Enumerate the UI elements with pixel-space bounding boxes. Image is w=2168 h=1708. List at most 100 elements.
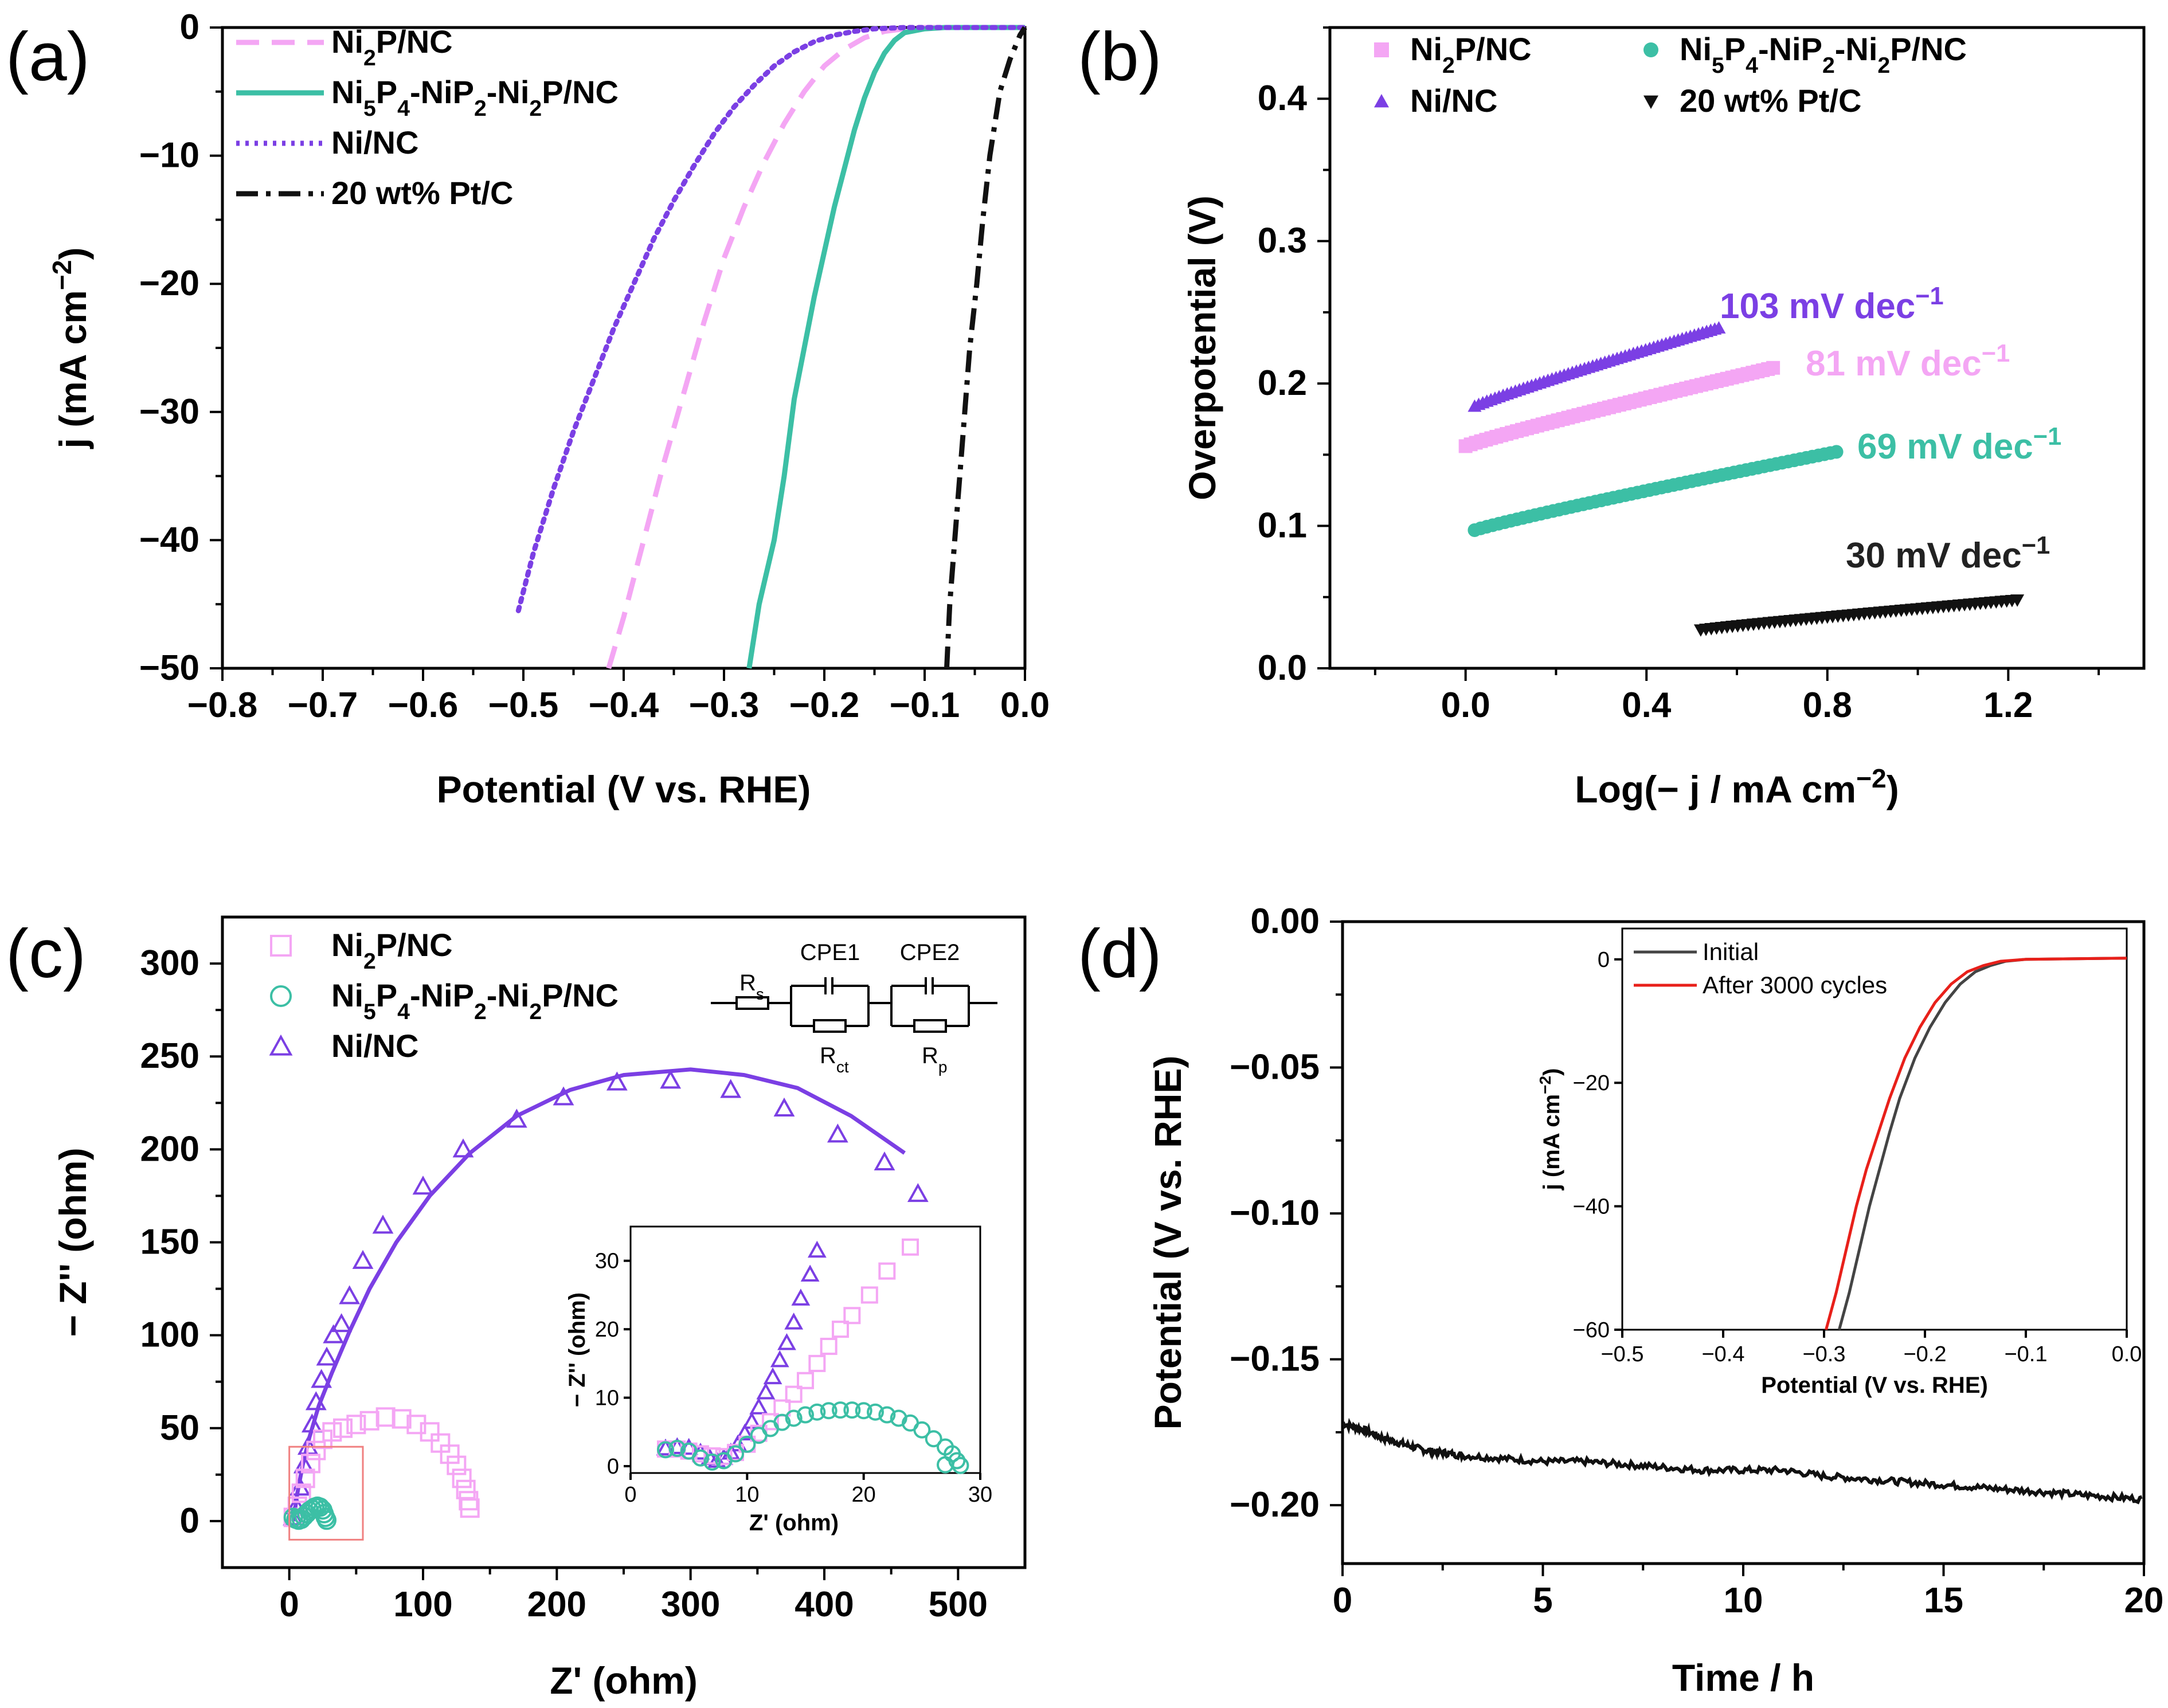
panel-c-inset-point <box>913 1421 931 1439</box>
panel-c-point <box>331 1313 353 1333</box>
panel-c-point <box>339 1285 361 1304</box>
panel-d-inset-xtick-label: −0.2 <box>1903 1342 1946 1366</box>
panel-c-point <box>907 1183 929 1202</box>
panel-b-tafel-label-2: 103 mV dec−1 <box>1720 283 1944 326</box>
panel-c-inset-point <box>855 1402 872 1420</box>
panel-b-xtick-label: 0.4 <box>1622 685 1672 725</box>
panel-c-inset-xtick-label: 10 <box>735 1483 759 1507</box>
panel-c-point <box>412 1176 434 1195</box>
panel-c-point <box>440 1444 460 1464</box>
panel-c-point <box>375 1407 396 1427</box>
panel-c-inset-point <box>784 1313 804 1330</box>
panel-c-xtick-label: 500 <box>929 1585 988 1624</box>
panel-c-xtick-label: 300 <box>661 1585 720 1624</box>
panel-c-ytick-label: 50 <box>160 1408 199 1448</box>
panel-c-inset-point <box>878 1262 896 1280</box>
circuit-rct-resistor <box>813 1019 847 1033</box>
panel-c-point <box>311 1369 332 1388</box>
panel-c-point <box>720 1079 742 1098</box>
panel-c-inset-ytick-label: 10 <box>595 1386 619 1411</box>
circuit-label-rp: Rp <box>922 1043 947 1076</box>
panel-c-point <box>447 1455 467 1475</box>
panel-d-ytick-label: −0.05 <box>1230 1048 1320 1087</box>
panel-d-inset-ytick-label: 0 <box>1598 948 1610 972</box>
panel-c-inset-point <box>738 1435 756 1453</box>
panel-d-potential-trace <box>1341 1417 2143 1505</box>
panel-d-x-axis-title: Time / h <box>1672 1656 1814 1699</box>
panel-c-point <box>322 1422 342 1442</box>
panel-c-inset-point <box>785 1385 803 1403</box>
panel-d-inset-ytick-label: −60 <box>1573 1318 1610 1342</box>
panel-a-xtick-label: −0.5 <box>488 685 558 725</box>
panel-d-xtick-label: 0 <box>1333 1581 1352 1620</box>
panel-b-x-axis-title: Log(− j / mA cm−2) <box>1575 763 1899 810</box>
panel-c-point <box>291 1483 311 1503</box>
panel-c-inset-point <box>692 1449 709 1467</box>
panel-c-inset-ytick-label: 0 <box>607 1455 619 1479</box>
panel-c-inset-series-2 <box>657 1401 969 1474</box>
panel-b-legend-label-1: Ni5P4-NiP2-Ni2P/NC <box>1680 31 1967 78</box>
panel-a-series-line-2 <box>515 25 1028 613</box>
panel-label-d: (d) <box>1078 915 1162 992</box>
panel-a-series-line-1 <box>746 25 1025 669</box>
panel-b-tafel-plot: 0.0 0.4 0.8 1.2 0.0 0.1 0.2 0.3 0.4 Log(− j / mA … <box>1181 26 2146 810</box>
panel-d-y-axis-title: Potential (V vs. RHE) <box>1146 1056 1189 1430</box>
panel-c-inset-point <box>773 1413 791 1431</box>
panel-d-ytick-label: 0.00 <box>1250 902 1320 941</box>
panel-c-inset-point <box>797 1406 814 1424</box>
panel-c-xtick-label: 400 <box>795 1585 854 1624</box>
panel-c-xtick-label: 200 <box>527 1585 586 1624</box>
panel-c-inset-point <box>749 1397 769 1415</box>
panel-d-inset-xtick-label: 0.0 <box>2112 1342 2142 1366</box>
panel-c-xtick-label: 0 <box>279 1585 299 1624</box>
panel-a-ytick-label: −50 <box>139 648 199 688</box>
panel-b-ytick-label: 0.1 <box>1258 506 1307 546</box>
panel-a-xtick-label: −0.4 <box>589 685 659 725</box>
circuit-rp-resistor <box>913 1019 947 1033</box>
panel-a-xtick-label: −0.8 <box>187 685 257 725</box>
panel-c-inset-point <box>777 1333 796 1350</box>
panel-b-series-1 <box>1467 445 1844 538</box>
panel-c-inset-point <box>860 1286 878 1304</box>
panel-c-ytick-label: 150 <box>140 1223 199 1262</box>
panel-d-inset-ytick-label: −40 <box>1573 1195 1610 1219</box>
panel-c-inset-point <box>800 1264 820 1282</box>
panel-c-point <box>346 1415 366 1435</box>
panel-c-point <box>316 1346 338 1366</box>
panel-c-equivalent-circuit <box>711 977 997 1033</box>
panel-d-inset-line-1 <box>1825 957 2127 1330</box>
panel-c-legend-marker-2 <box>269 1034 293 1056</box>
panel-c-zoom-box <box>288 1445 364 1541</box>
panel-c-inset-frame <box>629 1225 981 1474</box>
panel-c-inset-point <box>948 1452 966 1470</box>
panel-a-frame <box>221 26 1027 670</box>
panel-b-point <box>2010 594 2025 607</box>
panel-b-ytick-label: 0.2 <box>1258 363 1307 403</box>
panel-a-xtick-label: −0.6 <box>388 685 458 725</box>
panel-b-point <box>1766 361 1780 375</box>
panel-a-legend-label-2: Ni/NC <box>331 124 418 160</box>
panel-b-ytick-label: 0.4 <box>1258 79 1308 118</box>
panel-b-xtick-label: 0.0 <box>1441 685 1490 725</box>
panel-c-inset-point <box>668 1440 686 1457</box>
panel-c-inset-point <box>843 1307 861 1325</box>
panel-c-inset-point <box>808 1354 826 1372</box>
panel-c-point <box>420 1422 440 1442</box>
circuit-label-rs: Rs <box>739 970 764 1003</box>
panel-c-inset-xtick-label: 30 <box>968 1483 992 1507</box>
panel-c-inset-point <box>807 1240 827 1258</box>
panel-d-xtick-label: 5 <box>1533 1581 1552 1620</box>
panel-c-inset-point <box>762 1413 779 1431</box>
panel-c-point <box>392 1409 412 1429</box>
panel-c-point <box>773 1097 795 1117</box>
panel-c-point <box>553 1086 574 1106</box>
panel-c-inset-point <box>727 1445 744 1463</box>
panel-c-point <box>301 1454 320 1474</box>
panel-c-ytick-label: 250 <box>140 1036 199 1076</box>
panel-c-xtick-label: 100 <box>393 1585 452 1624</box>
panel-c-point <box>506 1108 527 1128</box>
panel-c-x-axis-title: Z' (ohm) <box>550 1659 698 1702</box>
panel-c-inset-point <box>843 1401 861 1419</box>
panel-c-point <box>660 1070 682 1089</box>
